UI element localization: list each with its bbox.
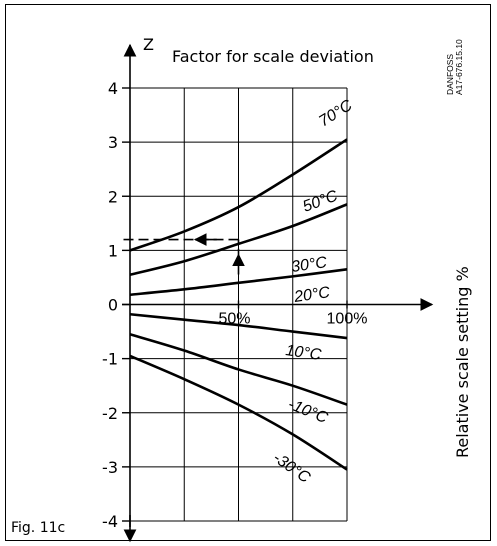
series-label: 10°C xyxy=(284,342,322,364)
series-label: -10°C xyxy=(286,396,331,427)
y-tick-label: -1 xyxy=(102,350,118,369)
chart-title: Factor for scale deviation xyxy=(172,47,374,66)
y-tick-label: 0 xyxy=(108,296,118,315)
chart-annotation xyxy=(122,233,245,275)
y-axis-label: Z xyxy=(143,35,154,54)
chart-series xyxy=(129,138,348,471)
y-tick-label: 1 xyxy=(108,241,118,260)
series-line xyxy=(129,333,348,406)
y-tick-label: 4 xyxy=(108,79,118,98)
figure-label: Fig. 11c xyxy=(11,520,65,536)
y-tick-label: -4 xyxy=(102,512,118,531)
code-label-line-1: DANFOSS xyxy=(445,54,455,95)
y-tick-label: 3 xyxy=(108,133,118,152)
series-label: 20°C xyxy=(292,284,331,306)
series-line xyxy=(129,138,348,252)
series-line xyxy=(129,312,348,340)
x-axis-label: Relative scale setting % xyxy=(453,266,472,458)
series-label: 30°C xyxy=(290,254,328,276)
y-tick-label: -3 xyxy=(102,458,118,477)
series-label: -30°C xyxy=(270,449,314,487)
y-tick-label: 2 xyxy=(108,187,118,206)
figure-frame xyxy=(5,4,491,541)
series-line xyxy=(129,354,348,471)
series-label: 70°C xyxy=(316,97,356,131)
series-label: 50°C xyxy=(301,187,341,215)
series-line xyxy=(129,268,348,297)
chart-grid xyxy=(130,87,348,522)
y-tick-label: -2 xyxy=(102,404,118,423)
x-tick-label: 100% xyxy=(327,311,368,328)
code-label-line-2: A17-676.15.10 xyxy=(454,39,464,95)
